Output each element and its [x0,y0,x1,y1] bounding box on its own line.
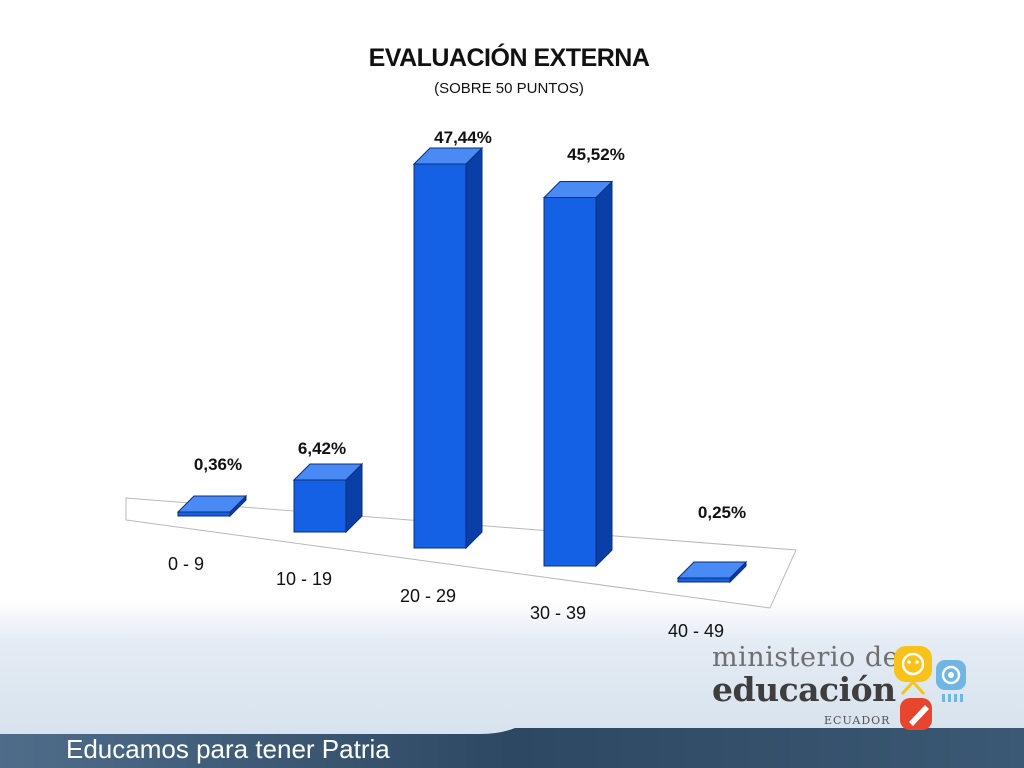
bar-1 [176,494,248,518]
value-label: 45,52% [567,145,625,164]
bar-top [412,147,484,165]
bar-series [176,146,748,584]
bar-top [542,181,614,199]
chart-subtitle: (SOBRE 50 PUNTOS) [434,80,584,97]
category-label: 10 - 19 [276,569,332,589]
chart-title: EVALUACIÓN EXTERNA [368,44,650,72]
bar-front [543,197,597,567]
bar-5 [676,560,748,584]
child-face-icon [894,646,932,696]
value-labels: 0,36% 6,42% 47,44% 45,52% 0,25% [194,128,746,522]
bar-3 [412,146,484,550]
category-label: 20 - 29 [400,586,456,606]
value-label: 0,36% [194,455,242,474]
bar-top [292,463,364,481]
logo-text-country: ECUADOR [824,714,891,727]
value-label: 47,44% [434,128,492,147]
logo-text-ministerio: ministerio de [712,642,900,673]
bar-front [293,479,347,533]
bar-front [177,511,231,517]
category-labels: 0 - 9 10 - 19 20 - 29 30 - 39 40 - 49 [168,554,724,641]
logo-text-educacion: educación [712,670,896,709]
bar-front [677,577,731,583]
category-label: 40 - 49 [668,621,724,641]
category-label: 30 - 39 [530,603,586,623]
value-label: 6,42% [298,439,346,458]
category-label: 0 - 9 [168,554,204,574]
bar-top [176,495,248,513]
bar-2 [292,462,364,534]
footer-slogan: Educamos para tener Patria [66,734,390,764]
bar-4 [542,180,614,568]
bar-chart: 0,36% 6,42% 47,44% 45,52% 0,25% 0 - 9 10 - 19… [125,128,797,641]
bar-side [465,146,483,550]
footer-bar [0,728,1024,768]
ministry-logo: ministerio de educación ECUADOR [712,642,992,732]
value-label: 0,25% [698,503,746,522]
pencil-icon [900,698,932,730]
bar-side [595,180,613,568]
at-sign-icon [936,660,966,702]
bar-front [413,163,467,549]
logo-mark [894,646,966,730]
bar-top [676,561,748,579]
